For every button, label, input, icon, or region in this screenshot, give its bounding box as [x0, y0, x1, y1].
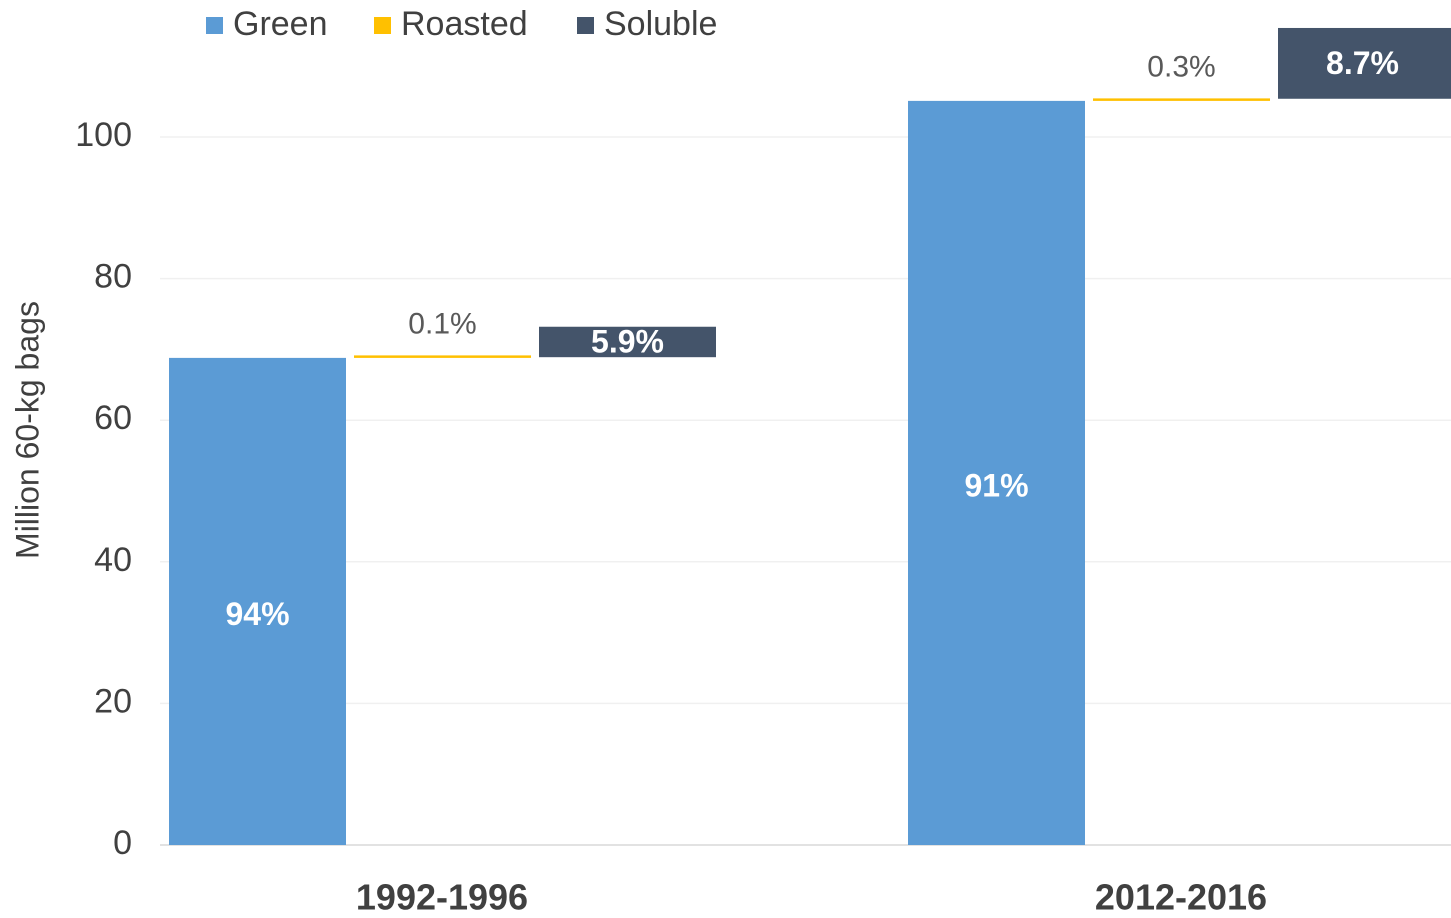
bar [908, 100, 1085, 846]
y-tick-label: 100 [75, 116, 132, 154]
bar [1093, 98, 1270, 101]
data-label: 91% [964, 467, 1028, 503]
legend-swatch [206, 17, 223, 34]
legend-swatch [374, 17, 391, 34]
y-tick-label: 20 [94, 682, 132, 720]
y-tick-label: 0 [113, 824, 132, 862]
bar [354, 355, 531, 358]
legend-label: Soluble [604, 5, 717, 43]
data-label: 0.1% [408, 307, 476, 340]
data-label: 0.3% [1147, 50, 1215, 83]
data-label: 8.7% [1326, 45, 1399, 81]
legend-label: Green [233, 5, 328, 43]
data-label: 5.9% [591, 323, 664, 359]
data-label: 94% [225, 596, 289, 632]
x-tick-label: 2012-2016 [1095, 877, 1267, 918]
bar [1278, 27, 1451, 99]
y-tick-label: 80 [94, 258, 132, 296]
legend-label: Roasted [401, 5, 528, 43]
y-tick-label: 60 [94, 399, 132, 437]
x-tick-label: 1992-1996 [356, 877, 528, 918]
legend-swatch [577, 17, 594, 34]
bar [169, 357, 346, 845]
y-tick-label: 40 [94, 541, 132, 579]
bar [539, 326, 716, 358]
y-axis-label: Million 60-kg bags [9, 301, 45, 559]
